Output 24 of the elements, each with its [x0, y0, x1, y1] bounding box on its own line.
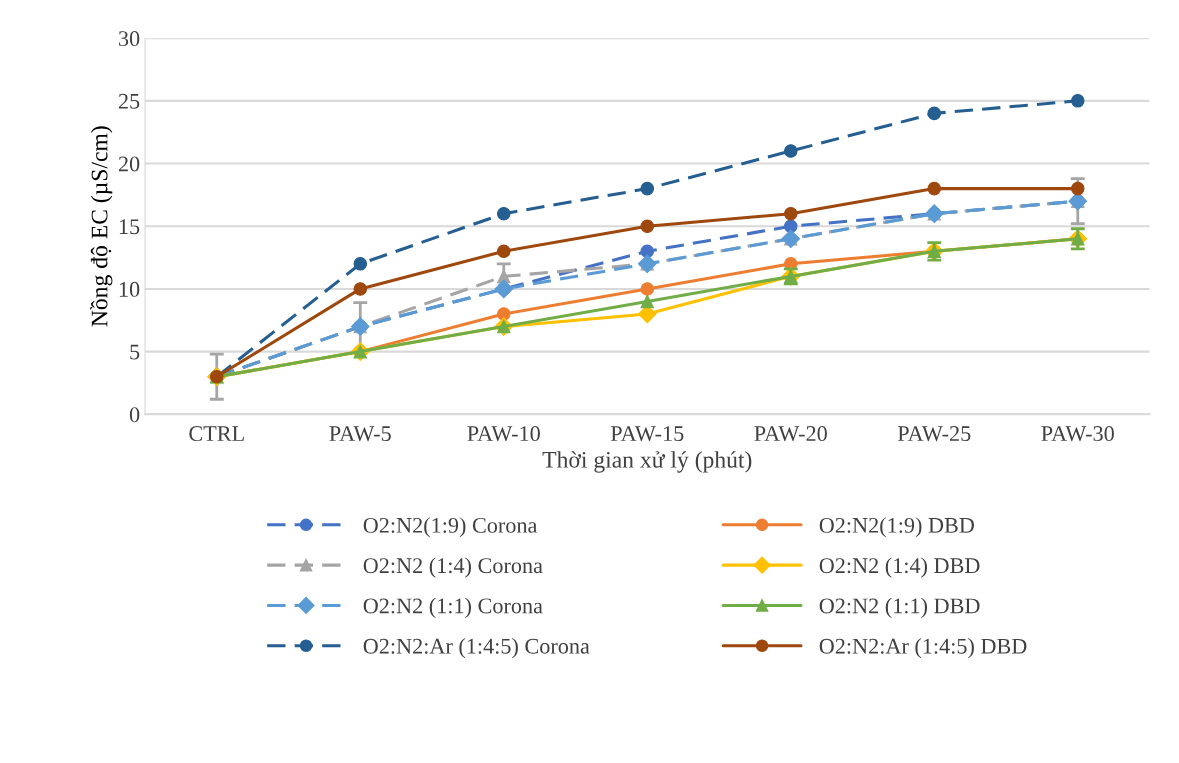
- y-tick-label: 0: [129, 407, 140, 423]
- x-tick-label: PAW-25: [897, 426, 971, 442]
- x-tick-label: PAW-5: [329, 426, 391, 442]
- legend-label: O2:N2:Ar (1:4:5) DBD: [819, 638, 1027, 659]
- x-tick-label: PAW-15: [610, 426, 684, 442]
- y-tick-label: 5: [130, 344, 140, 360]
- legend-label: O2:N2(1:9) Corona: [363, 517, 538, 538]
- legend-label: O2:N2 (1:4) Corona: [363, 557, 543, 578]
- y-tick-label: 30: [119, 31, 140, 47]
- legend-label: O2:N2 (1:1) DBD: [819, 597, 980, 618]
- y-tick-label: 20: [118, 156, 140, 172]
- legend-label: O2:N2 (1:4) DBD: [819, 557, 980, 578]
- legend-label: O2:N2 (1:1) Corona: [363, 597, 543, 618]
- y-tick-label: 10: [119, 281, 140, 297]
- x-tick-label: PAW-30: [1041, 426, 1114, 442]
- x-tick-label: PAW-20: [754, 426, 827, 442]
- x-tick-label: CTRL: [189, 426, 244, 442]
- y-tick-label: 25: [118, 93, 140, 109]
- legend-label: O2:N2:Ar (1:4:5) Corona: [363, 638, 590, 659]
- y-axis-title: Nồng độ EC (µS/cm): [90, 126, 113, 327]
- x-tick-label: PAW-10: [467, 426, 540, 442]
- y-tick-label: 15: [119, 219, 140, 235]
- x-axis-title: Thời gian xử lý (phút): [542, 451, 752, 473]
- legend-label: O2:N2(1:9) DBD: [819, 517, 975, 538]
